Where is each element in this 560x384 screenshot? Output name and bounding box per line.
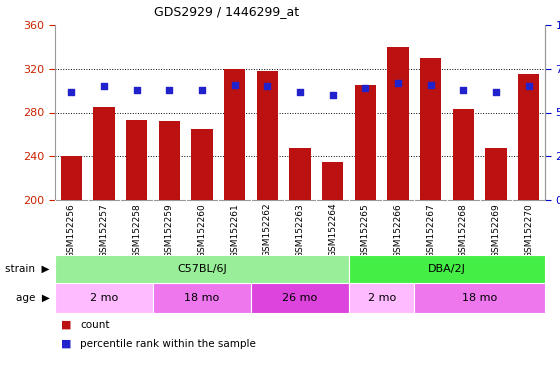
Text: GDS2929 / 1446299_at: GDS2929 / 1446299_at bbox=[154, 5, 299, 18]
Point bbox=[394, 79, 403, 86]
Text: ■: ■ bbox=[60, 319, 71, 330]
Text: 18 mo: 18 mo bbox=[184, 293, 220, 303]
Bar bbox=[224, 69, 245, 200]
Point bbox=[492, 88, 501, 94]
Point bbox=[198, 87, 207, 93]
Text: C57BL/6J: C57BL/6J bbox=[177, 264, 227, 274]
Bar bbox=[55, 283, 153, 313]
Text: GSM152260: GSM152260 bbox=[198, 203, 207, 258]
Point bbox=[230, 81, 239, 88]
Point bbox=[361, 85, 370, 91]
Text: GSM152269: GSM152269 bbox=[492, 203, 501, 258]
Bar bbox=[420, 58, 441, 200]
Text: 2 mo: 2 mo bbox=[367, 293, 396, 303]
Text: count: count bbox=[80, 319, 110, 330]
Point bbox=[459, 87, 468, 93]
Text: GSM152257: GSM152257 bbox=[100, 203, 109, 258]
Point bbox=[524, 83, 533, 89]
Text: strain  ▶: strain ▶ bbox=[5, 264, 49, 274]
Bar bbox=[486, 147, 507, 200]
Point bbox=[100, 83, 109, 89]
Text: age  ▶: age ▶ bbox=[16, 293, 49, 303]
Bar bbox=[452, 109, 474, 200]
Bar bbox=[414, 283, 545, 313]
Point bbox=[296, 88, 305, 94]
Text: ■: ■ bbox=[60, 339, 71, 349]
Point bbox=[328, 92, 337, 98]
Text: GSM152256: GSM152256 bbox=[67, 203, 76, 258]
Bar bbox=[349, 255, 545, 283]
Text: 2 mo: 2 mo bbox=[90, 293, 118, 303]
Bar bbox=[388, 47, 409, 200]
Text: GSM152258: GSM152258 bbox=[132, 203, 141, 258]
Point bbox=[165, 87, 174, 93]
Bar bbox=[518, 74, 539, 200]
Text: GSM152259: GSM152259 bbox=[165, 203, 174, 258]
Bar bbox=[60, 156, 82, 200]
Bar bbox=[192, 129, 213, 200]
Text: DBA/2J: DBA/2J bbox=[428, 264, 466, 274]
Bar bbox=[251, 283, 349, 313]
Bar bbox=[354, 85, 376, 200]
Text: GSM152265: GSM152265 bbox=[361, 203, 370, 258]
Bar bbox=[322, 162, 343, 200]
Point bbox=[426, 81, 435, 88]
Text: GSM152270: GSM152270 bbox=[524, 203, 533, 258]
Text: GSM152263: GSM152263 bbox=[296, 203, 305, 258]
Bar bbox=[290, 147, 311, 200]
Text: GSM152264: GSM152264 bbox=[328, 203, 337, 257]
Text: GSM152267: GSM152267 bbox=[426, 203, 435, 258]
Bar bbox=[153, 283, 251, 313]
Bar bbox=[349, 283, 414, 313]
Text: 26 mo: 26 mo bbox=[282, 293, 318, 303]
Bar bbox=[126, 120, 147, 200]
Text: GSM152261: GSM152261 bbox=[230, 203, 239, 258]
Point bbox=[67, 88, 76, 94]
Bar bbox=[94, 107, 115, 200]
Text: GSM152266: GSM152266 bbox=[394, 203, 403, 258]
Bar bbox=[158, 121, 180, 200]
Point bbox=[263, 83, 272, 89]
Bar bbox=[256, 71, 278, 200]
Text: 18 mo: 18 mo bbox=[462, 293, 497, 303]
Point bbox=[132, 87, 141, 93]
Bar bbox=[55, 255, 349, 283]
Text: GSM152262: GSM152262 bbox=[263, 203, 272, 257]
Text: GSM152268: GSM152268 bbox=[459, 203, 468, 258]
Text: percentile rank within the sample: percentile rank within the sample bbox=[80, 339, 256, 349]
